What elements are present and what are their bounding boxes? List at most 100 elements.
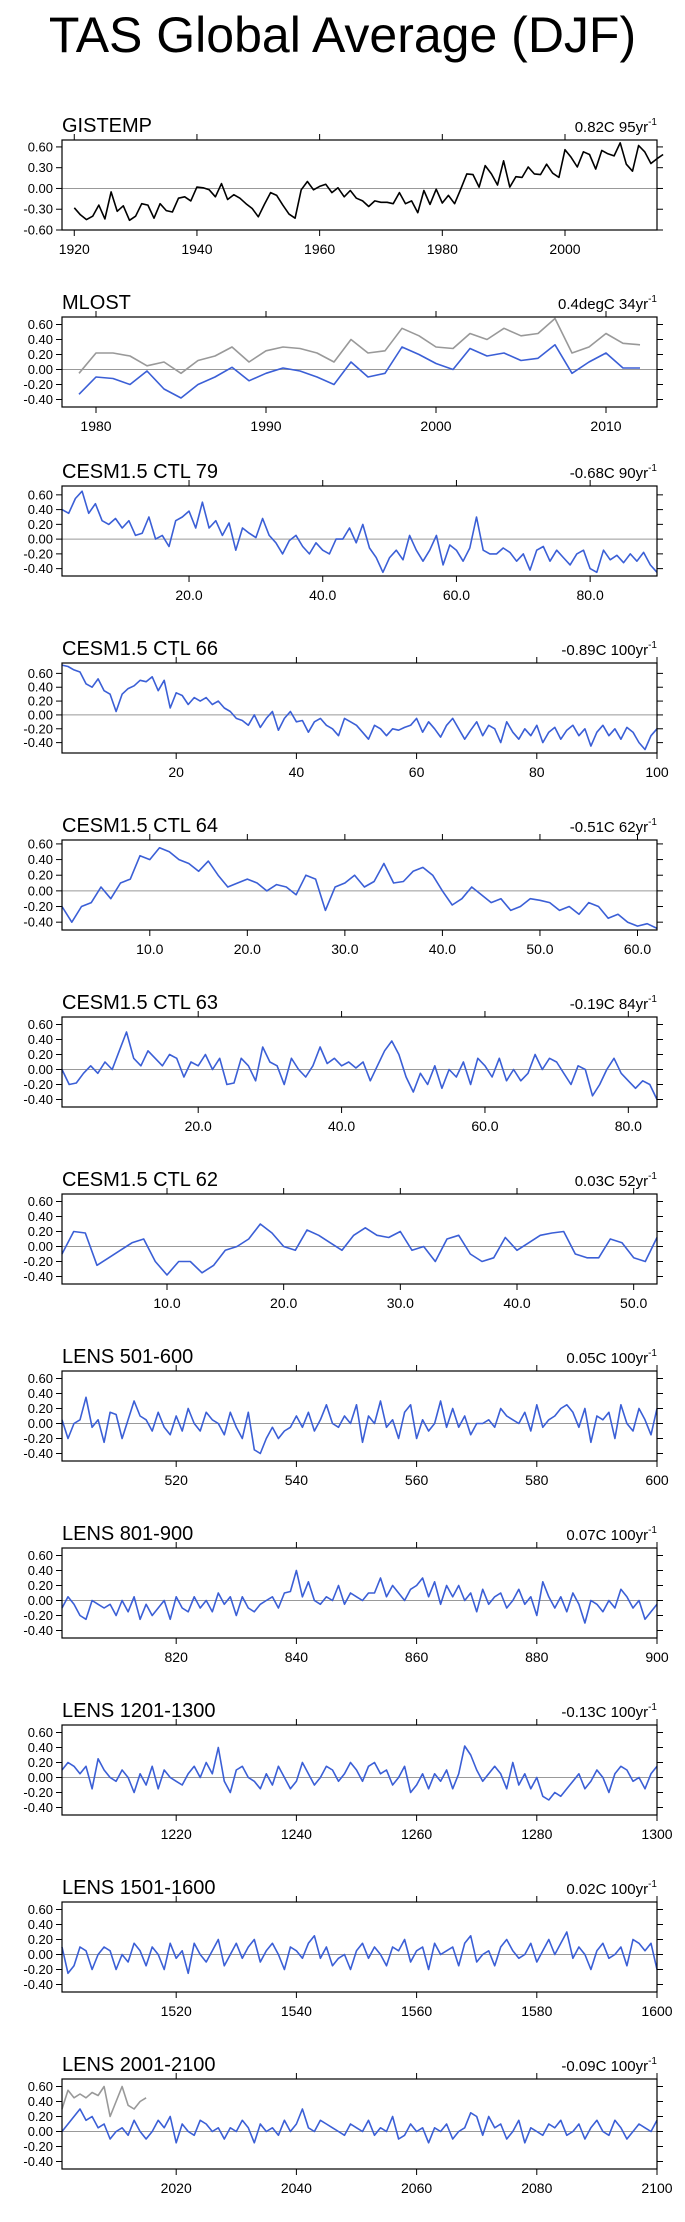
y-tick-label: 0.20 xyxy=(28,1047,53,1062)
x-tick-label: 840 xyxy=(285,1649,309,1665)
x-tick-label: 1240 xyxy=(281,1826,312,1842)
panel-name: CESM1.5 CTL 64 xyxy=(62,815,218,837)
panel-6: CESM1.5 CTL 62 0.03C 52yr-1 -0.40-0.200.00… xyxy=(23,1169,663,1311)
y-tick-label: -0.20 xyxy=(23,1431,53,1446)
y-tick-label: -0.40 xyxy=(23,1446,53,1461)
trend-label: -0.09C 100yr-1 xyxy=(561,2056,657,2075)
x-tick-label: 60.0 xyxy=(443,587,470,603)
series-line-1 xyxy=(61,2108,658,2144)
y-tick-label: -0.20 xyxy=(23,1962,53,1977)
y-tick-label: 0.00 xyxy=(28,883,53,898)
x-tick-label: 60.0 xyxy=(471,1118,498,1134)
x-tick-label: 1960 xyxy=(304,241,335,257)
series-line-0 xyxy=(61,490,658,574)
y-tick-label: -0.40 xyxy=(23,735,53,750)
panel-name: LENS 1501-1600 xyxy=(62,1877,215,1899)
x-tick-label: 40 xyxy=(289,764,305,780)
y-tick-label: 0.20 xyxy=(28,1755,53,1770)
series-line-0 xyxy=(78,317,641,375)
series-line-0 xyxy=(61,1223,658,1276)
x-tick-label: 1220 xyxy=(161,1826,192,1842)
x-tick-label: 580 xyxy=(525,1472,549,1488)
panel-name: CESM1.5 CTL 79 xyxy=(62,461,218,483)
y-tick-label: 0.40 xyxy=(28,1740,53,1755)
trend-label: 0.03C 52yr-1 xyxy=(575,1171,658,1190)
trend-label: -0.68C 90yr-1 xyxy=(570,463,658,482)
y-tick-label: 0.60 xyxy=(28,836,53,851)
y-tick-label: 0.00 xyxy=(28,362,53,377)
x-tick-label: 20.0 xyxy=(234,941,261,957)
x-tick-label: 60 xyxy=(409,764,425,780)
x-tick-label: 540 xyxy=(285,1472,309,1488)
panel-4: CESM1.5 CTL 64 -0.51C 62yr-1 -0.40-0.200.0… xyxy=(23,815,663,957)
y-tick-label: 0.40 xyxy=(28,1386,53,1401)
y-tick-label: 0.60 xyxy=(28,1902,53,1917)
y-tick-label: -0.20 xyxy=(23,377,53,392)
trend-label: 0.07C 100yr-1 xyxy=(566,1525,657,1544)
x-tick-label: 20 xyxy=(168,764,184,780)
y-tick-label: -0.20 xyxy=(23,1608,53,1623)
plot-frame xyxy=(61,1370,658,1462)
x-tick-label: 2060 xyxy=(401,2180,432,2196)
y-tick-label: 0.60 xyxy=(28,1725,53,1740)
panel-name: LENS 2001-2100 xyxy=(62,2054,215,2076)
y-tick-label: 0.40 xyxy=(28,852,53,867)
panel-1: MLOST 0.4degC 34yr-1 -0.40-0.200.000.200.4… xyxy=(23,292,663,434)
plot-frame xyxy=(61,1901,658,1993)
y-tick-label: 0.20 xyxy=(28,868,53,883)
x-tick-label: 10.0 xyxy=(136,941,163,957)
y-tick-label: -0.40 xyxy=(23,915,53,930)
y-tick-label: 0.60 xyxy=(28,317,53,332)
y-tick-label: 0.60 xyxy=(28,1194,53,1209)
y-tick-label: -0.60 xyxy=(23,223,53,238)
x-tick-label: 600 xyxy=(645,1472,669,1488)
x-tick-label: 20.0 xyxy=(270,1295,297,1311)
panel-2: CESM1.5 CTL 79 -0.68C 90yr-1 -0.40-0.200.0… xyxy=(23,461,663,603)
plot-frame xyxy=(61,1547,658,1639)
series-line-1 xyxy=(78,343,640,399)
y-tick-label: -0.40 xyxy=(23,1623,53,1638)
y-tick-label: 0.20 xyxy=(28,1224,53,1239)
x-tick-label: 2010 xyxy=(590,418,621,434)
y-tick-label: -0.40 xyxy=(23,1092,53,1107)
x-tick-label: 1560 xyxy=(401,2003,432,2019)
series-line-0 xyxy=(61,1031,658,1100)
x-tick-label: 2100 xyxy=(641,2180,672,2196)
trend-label: 0.82C 95yr-1 xyxy=(575,117,658,136)
x-tick-label: 1540 xyxy=(281,2003,312,2019)
y-tick-label: 0.60 xyxy=(28,1371,53,1386)
y-tick-label: 0.60 xyxy=(28,1017,53,1032)
y-tick-label: 0.00 xyxy=(28,707,53,722)
x-tick-label: 900 xyxy=(645,1649,669,1665)
x-tick-label: 520 xyxy=(165,1472,189,1488)
trend-label: -0.13C 100yr-1 xyxy=(561,1702,657,1721)
y-tick-label: -0.40 xyxy=(23,1977,53,1992)
x-tick-label: 560 xyxy=(405,1472,429,1488)
panel-name: MLOST xyxy=(62,292,131,314)
x-tick-label: 40.0 xyxy=(328,1118,355,1134)
x-tick-label: 80 xyxy=(529,764,545,780)
x-tick-label: 80.0 xyxy=(577,587,604,603)
y-tick-label: -0.40 xyxy=(23,561,53,576)
x-tick-label: 2080 xyxy=(521,2180,552,2196)
x-tick-label: 1920 xyxy=(59,241,90,257)
y-tick-label: 0.20 xyxy=(28,1401,53,1416)
trend-label: -0.51C 62yr-1 xyxy=(570,817,658,836)
panel-11: LENS 2001-2100 -0.09C 100yr-1-0.40-0.200.… xyxy=(23,2054,672,2196)
y-tick-label: 0.00 xyxy=(28,532,53,547)
y-tick-label: 0.20 xyxy=(28,694,53,709)
y-tick-label: -0.20 xyxy=(23,2139,53,2154)
y-tick-label: 0.00 xyxy=(28,1416,53,1431)
y-tick-label: 0.20 xyxy=(28,517,53,532)
y-tick-label: -0.40 xyxy=(23,392,53,407)
y-tick-label: 0.00 xyxy=(28,181,53,196)
x-tick-label: 2000 xyxy=(420,418,451,434)
trend-label: 0.4degC 34yr-1 xyxy=(558,294,657,313)
y-tick-label: 0.00 xyxy=(28,1770,53,1785)
y-tick-label: 0.40 xyxy=(28,1209,53,1224)
plot-frame xyxy=(61,662,658,754)
x-tick-label: 1280 xyxy=(521,1826,552,1842)
y-tick-label: 0.40 xyxy=(28,332,53,347)
y-tick-label: -0.20 xyxy=(23,1254,53,1269)
panel-8: LENS 801-900 0.07C 100yr-1-0.40-0.200.000… xyxy=(23,1523,669,1665)
